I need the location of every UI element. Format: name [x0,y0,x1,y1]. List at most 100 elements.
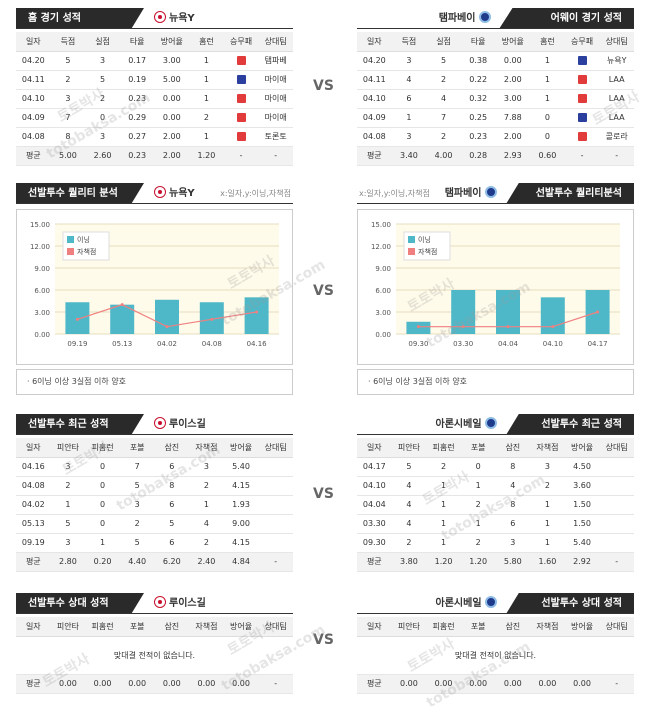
table-row: 04.16 3 0 7 6 3 5.40 [16,457,293,477]
table-row: 04.20 5 3 0.17 3.00 1 탬파베 [16,51,293,71]
table-cell: 1 [426,533,461,553]
table-cell: 0.19 [119,70,155,90]
table-cell: 3 [50,533,86,553]
table-cell: 04.09 [16,108,51,128]
legend-label: 자책점 [77,247,96,256]
empty-row: 맞대결 전적이 없습니다. [16,636,293,675]
inning-bar [244,297,269,334]
average-cell: 0.60 [530,146,565,166]
result-cell [223,127,259,147]
average-cell: 4.00 [426,146,461,166]
column-header: 삼진 [154,438,190,458]
legend-box [62,231,110,261]
table-cell: 04.08 [16,476,51,496]
quality-chart: 0.00 3.00 6.00 9.00 12.00 15.00 09.19 05.13 04.0… [16,209,293,365]
table-cell: 2 [530,476,565,496]
table-cell: 2 [460,495,496,515]
pitcher-vs-table: 일자 피안타 피홈런 포볼 삼진 자책점 방어율 상대팀 맞대결 전적이 없습니다. 평균 0.00… [16,617,293,694]
column-header: 타율 [119,32,155,52]
table-cell: 0.32 [460,89,496,109]
table-cell [258,476,293,496]
table-row: 04.09 1 7 0.25 7.88 0 LAA [357,108,634,128]
column-header: 일자 [16,438,51,458]
table-row: 04.04 4 1 2 8 1 1.50 [357,495,634,515]
panel-header: 홈 경기 성적 뉴욕Y [16,8,293,29]
table-cell: 5 [50,51,86,71]
table-cell: 2.00 [495,70,531,90]
table-cell: 2 [50,70,86,90]
average-cell: - [599,146,634,166]
table-cell: 마이애 [258,89,293,109]
column-header: 일자 [357,32,392,52]
table-cell: 마이애 [258,108,293,128]
average-cell: 1.20 [189,146,224,166]
y-tick-label: 6.00 [34,287,50,295]
pitcher-name: 아론시베일 [436,593,500,614]
column-header: 피홈런 [426,617,461,637]
column-header: 삼진 [495,438,531,458]
loss-badge-icon [577,131,587,141]
away-record-panel: 어웨이 경기 성적 탬파베이 일자 득점 실점 타율 방어율 홈런 승무패 상대팀 04.20 3… [357,8,634,168]
average-cell: - [599,674,634,694]
panel-title: 선발투수 최근 성적 [506,414,634,435]
column-header: 방어율 [154,32,190,52]
table-cell: 4.15 [223,476,259,496]
earned-runs-point [120,303,124,307]
table-cell: 2 [189,108,224,128]
pitcher-recent-table: 일자 피안타 피홈런 포볼 삼진 자책점 방어율 상대팀 04.16 3 0 7 6 3 5.40 04.08… [16,438,293,572]
table-cell: 2 [426,127,461,147]
table-cell: 5.40 [564,533,600,553]
table-cell [599,495,634,515]
table-cell: 4 [391,70,427,90]
quality-chart-svg: 0.00 3.00 6.00 9.00 12.00 15.00 09.30 03.30 04.0… [371,221,620,348]
column-header: 방어율 [223,438,259,458]
column-header: 포볼 [460,438,496,458]
result-cell [564,108,600,128]
table-cell: 탬파베 [258,51,293,71]
quality-note: · 6이닝 이상 3실점 이하 양호 [357,369,634,395]
table-cell: LAA [599,70,634,90]
table-cell: 0.00 [154,108,190,128]
table-cell: 3 [391,51,427,71]
average-cell: - [599,552,634,572]
pitcher-name: 루이스길 [154,414,206,435]
team-name: 뉴욕Y [154,183,195,204]
table-cell: 3 [391,127,427,147]
average-cell: 0.00 [460,674,496,694]
result-cell [564,127,600,147]
average-cell: 5.80 [495,552,531,572]
average-row: 평균 3.80 1.20 1.20 5.80 1.60 2.92- [357,552,634,572]
average-cell: 평균 [357,552,392,572]
pitcher-name: 아론시베일 [436,414,500,435]
team-name: 탬파베이 [445,183,500,204]
panel-title: 선발투수 상대 성적 [16,593,144,614]
column-header: 상대팀 [258,438,293,458]
average-cell: 평균 [357,146,392,166]
table-cell: 3.60 [564,476,600,496]
table-cell: 04.10 [16,89,51,109]
yankees-logo-icon [154,596,166,608]
table-cell: 0 [530,108,565,128]
panel-header: 선발투수 최근 성적 아론시베일 [357,414,634,435]
column-header: 득점 [391,32,427,52]
table-cell: 1 [50,495,86,515]
table-cell: 7 [50,108,86,128]
table-row: 09.19 3 1 5 6 2 4.15 [16,533,293,553]
x-tick-label: 09.30 [408,340,428,348]
table-cell: 0 [85,495,120,515]
column-header: 포볼 [119,617,155,637]
column-header: 실점 [85,32,120,52]
earned-runs-point [596,310,600,314]
table-row: 04.02 1 0 3 6 1 1.93 [16,495,293,515]
column-header: 삼진 [154,617,190,637]
column-header: 피안타 [50,617,86,637]
table-cell: 04.16 [16,457,51,477]
win-badge-icon [236,74,246,84]
yankees-logo-icon [154,417,166,429]
x-tick-label: 04.08 [202,340,222,348]
table-cell: 1 [85,533,120,553]
panel-title: 선발투수 최근 성적 [16,414,144,435]
average-row: 평균 2.80 0.20 4.40 6.20 2.40 4.84- [16,552,293,572]
average-cell: 0.00 [495,674,531,694]
column-header: 방어율 [495,32,531,52]
